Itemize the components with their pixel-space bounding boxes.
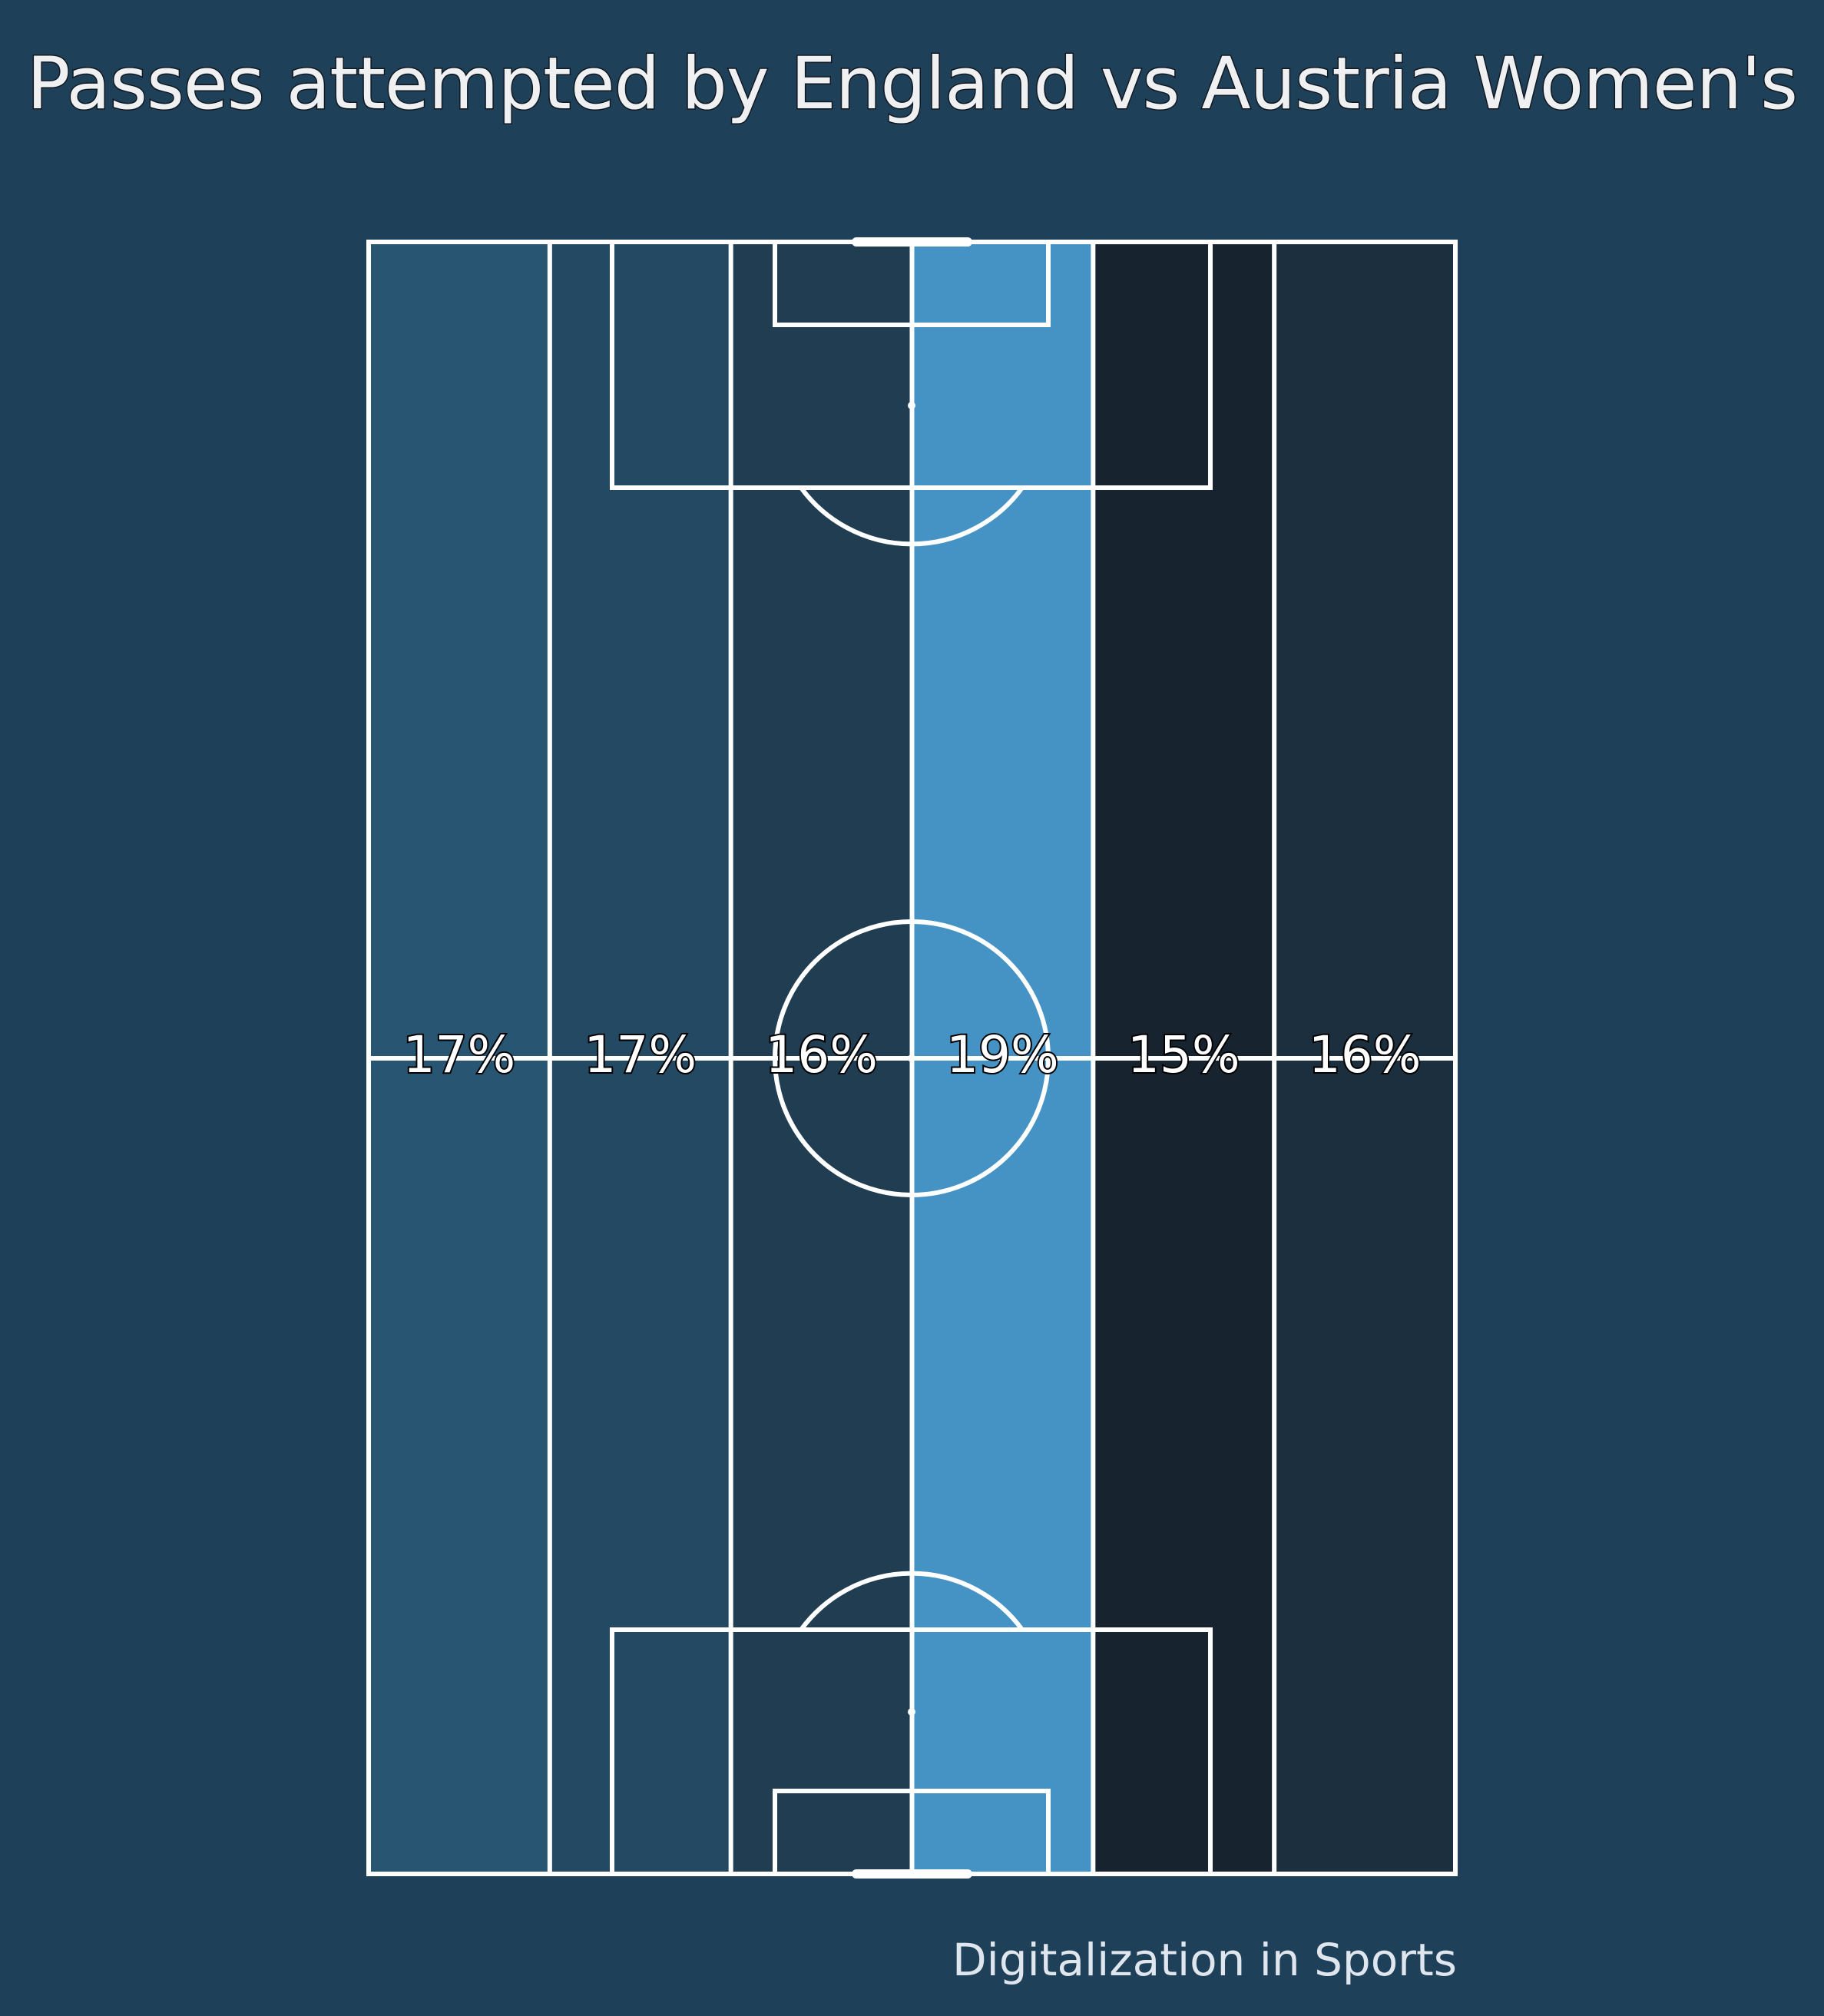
centre-circle	[773, 919, 1051, 1197]
zone-label-2: 17%	[584, 1025, 697, 1084]
zone-label-4: 19%	[946, 1025, 1059, 1084]
zone-label-5: 15%	[1127, 1025, 1240, 1084]
pitch-markings	[366, 237, 1458, 1879]
top-penalty-spot	[908, 402, 915, 409]
zone-label-6: 16%	[1309, 1025, 1422, 1084]
zone-label-3: 16%	[765, 1025, 878, 1084]
credit-text: Digitalization in Sports	[952, 1934, 1457, 1986]
centre-spot	[908, 1054, 915, 1062]
zone-label-1: 17%	[403, 1025, 516, 1084]
zone-labels: 17% 17% 16% 19% 15% 16%	[402, 1024, 1423, 1086]
top-penalty-arc	[799, 486, 1025, 547]
bottom-penalty-spot	[908, 1708, 915, 1716]
bottom-penalty-arc	[799, 1571, 1025, 1631]
chart-title: Passes attempted by England vs Austria W…	[25, 41, 1799, 127]
